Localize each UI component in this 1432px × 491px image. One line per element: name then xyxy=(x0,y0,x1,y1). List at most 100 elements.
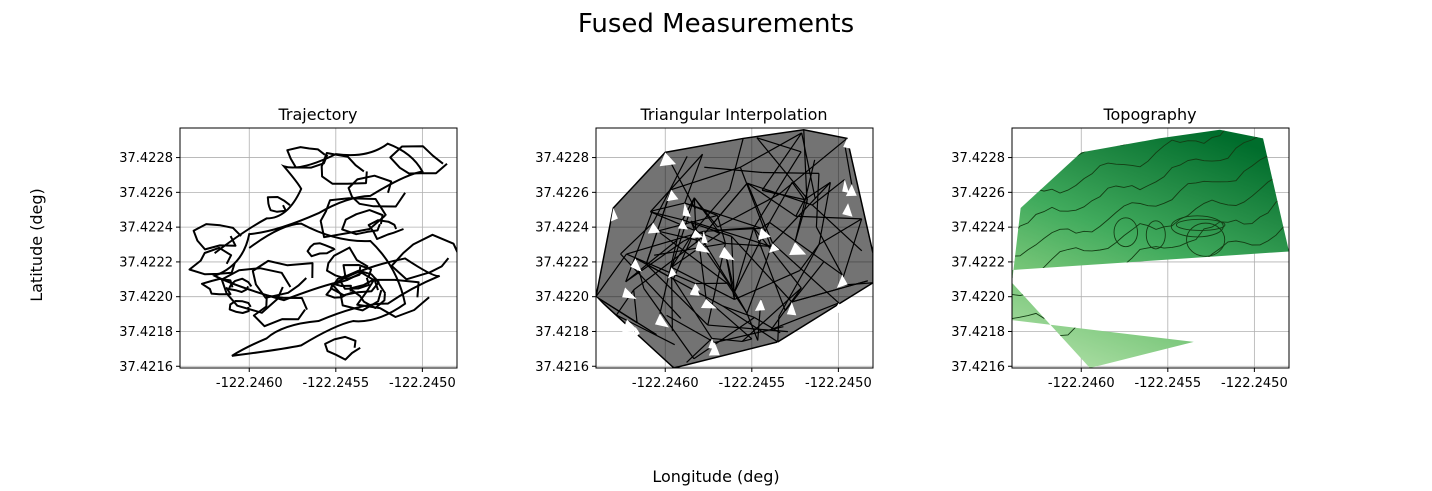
triangulation-edge xyxy=(811,204,863,252)
triangulation-edge xyxy=(740,132,802,168)
triangulation-edge xyxy=(734,291,748,314)
triangulation-edge xyxy=(741,287,802,342)
trajectory-loop xyxy=(324,335,361,361)
triangulation-edge xyxy=(791,280,868,303)
triangulation-gap xyxy=(695,240,710,254)
x-tick-label: -122.2455 xyxy=(302,376,369,391)
triangulation-gap xyxy=(718,246,735,261)
y-tick-label: 37.4226 xyxy=(951,186,1005,201)
triangulation-edge xyxy=(717,193,780,228)
triangulation-title: Triangular Interpolation xyxy=(640,105,828,124)
triangulation-edge xyxy=(671,229,696,268)
triangulation-edge xyxy=(657,230,699,242)
triangulation-edge xyxy=(616,314,675,346)
triangulation-edge xyxy=(707,324,788,333)
y-tick-label: 37.4218 xyxy=(951,325,1005,340)
y-tick-label: 37.4220 xyxy=(951,290,1005,305)
triangulation-gap xyxy=(659,152,677,167)
triangulation-edge xyxy=(670,197,695,268)
triangulation-edge xyxy=(670,166,741,191)
triangulation-edge xyxy=(722,305,755,319)
trajectory-loop xyxy=(347,174,406,208)
triangulation-edge xyxy=(777,316,780,342)
figure-ylabel: Latitude (deg) xyxy=(27,188,46,302)
triangulation-edge xyxy=(650,211,683,221)
x-tick-label: -122.2460 xyxy=(216,376,283,391)
triangulation-gap xyxy=(843,138,859,151)
plot-area xyxy=(188,142,457,361)
contour-loop xyxy=(1113,217,1138,248)
triangulation-gap xyxy=(666,189,679,202)
x-tick-label: -122.2450 xyxy=(805,376,872,391)
trajectory-loop xyxy=(326,246,369,280)
triangulation-edge xyxy=(772,182,831,244)
triangulation-gap xyxy=(708,342,720,356)
triangulation-edge xyxy=(772,242,840,304)
triangulation-edge xyxy=(771,302,840,330)
triangulation-edge xyxy=(756,137,802,153)
topography-title: Topography xyxy=(1102,105,1196,124)
triangulation-edge xyxy=(818,182,831,245)
y-tick-label: 37.4228 xyxy=(119,151,173,166)
y-tick-label: 37.4216 xyxy=(951,360,1005,375)
triangulation-edge xyxy=(657,214,718,232)
triangulation-edge xyxy=(657,230,728,284)
triangulation-gap xyxy=(768,243,780,253)
trajectory-title: Trajectory xyxy=(278,105,358,124)
triangulation-edge xyxy=(844,147,853,185)
triangulation-gap xyxy=(647,222,661,234)
triangulation-gap xyxy=(842,179,849,193)
triangulation-edge xyxy=(596,296,638,324)
y-tick-label: 37.4220 xyxy=(535,290,589,305)
triangulation-gap xyxy=(667,267,677,279)
trajectory-loop xyxy=(306,242,336,258)
axes-frame xyxy=(179,127,458,369)
x-tick-label: -122.2460 xyxy=(632,376,699,391)
triangulation-edge xyxy=(682,197,695,221)
plot-area xyxy=(596,128,873,368)
contour-line xyxy=(1012,155,1285,257)
triangulation-edge xyxy=(672,229,696,280)
triangulation-edge xyxy=(746,182,797,217)
x-tick-label: -122.2460 xyxy=(1048,376,1115,391)
trajectory-loop xyxy=(389,145,448,175)
x-tick-label: -122.2455 xyxy=(718,376,785,391)
triangulation-edge xyxy=(643,288,695,360)
axes-frame xyxy=(1011,127,1290,369)
triangulation-gap xyxy=(596,296,602,307)
triangulation-edge xyxy=(768,181,793,223)
triangulation-edge xyxy=(620,253,682,319)
triangulation-edge xyxy=(791,181,806,200)
y-tick-label: 37.4222 xyxy=(535,255,589,270)
triangulation-edge xyxy=(672,278,713,339)
triangulation-gap xyxy=(868,282,873,294)
triangulation-edge xyxy=(799,243,820,271)
figure-xlabel: Longitude (deg) xyxy=(652,467,779,486)
triangulation-edge xyxy=(671,266,735,301)
triangulation-edge xyxy=(625,240,684,283)
triangulation-edge xyxy=(840,218,863,286)
triangulation-edge xyxy=(652,202,685,212)
triangulation-edge xyxy=(795,215,862,220)
figure-title: Fused Measurements xyxy=(578,9,854,39)
trajectory-loop xyxy=(188,246,236,276)
y-tick-label: 37.4222 xyxy=(951,255,1005,270)
y-tick-label: 37.4224 xyxy=(535,221,589,236)
triangulation-edge xyxy=(693,316,755,360)
triangulation-edge xyxy=(645,263,709,326)
contour-loop xyxy=(1175,218,1226,231)
trajectory-loop xyxy=(192,223,242,251)
y-tick-label: 37.4228 xyxy=(535,151,589,166)
y-tick-label: 37.4226 xyxy=(535,186,589,201)
triangulation-edge xyxy=(652,156,688,223)
trajectory-panel: Trajectory -122.2460 -122.2455 -122.2450 37… xyxy=(119,105,458,391)
triangulation-edge xyxy=(778,243,820,317)
triangulation-edge xyxy=(815,173,820,228)
triangulation-edge xyxy=(815,226,843,276)
triangulation-gap xyxy=(632,327,640,341)
triangulation-edge xyxy=(753,227,786,311)
triangulation-gap xyxy=(789,242,807,256)
triangulation-edge xyxy=(761,189,779,196)
triangulation-edge xyxy=(690,220,772,247)
